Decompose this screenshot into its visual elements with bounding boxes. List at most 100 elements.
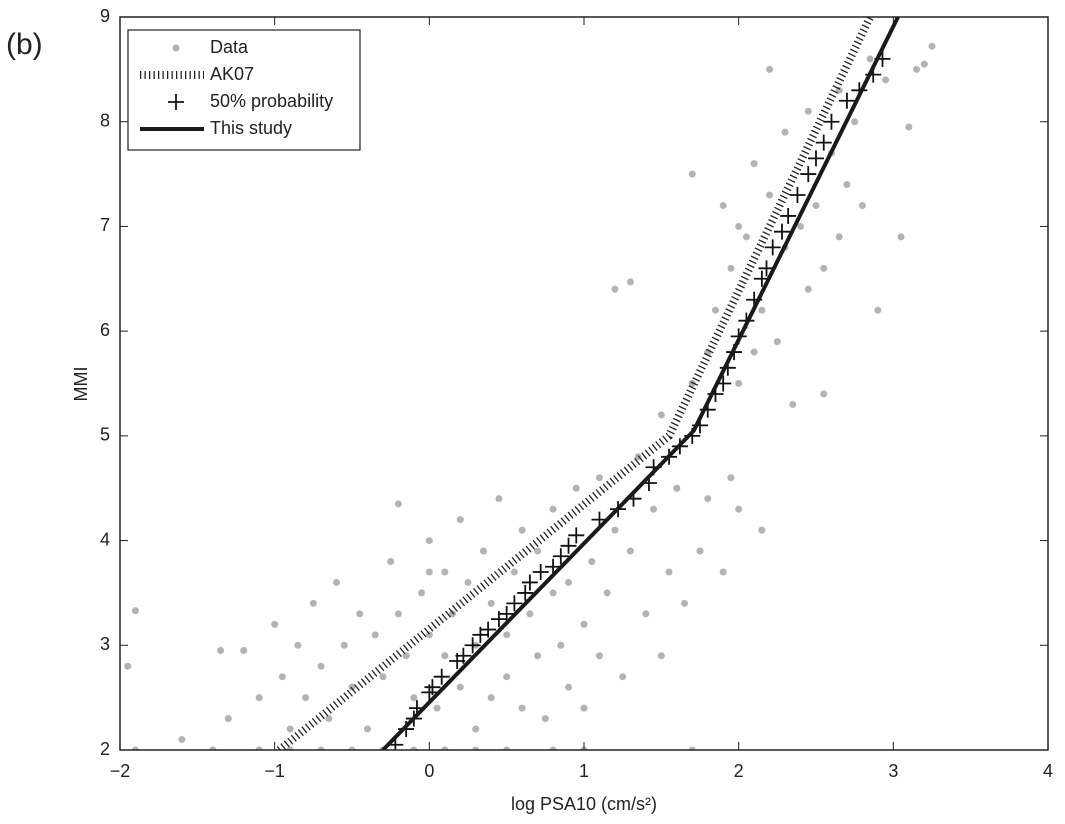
data-point	[371, 631, 379, 639]
data-point	[688, 380, 696, 387]
data-point	[565, 683, 573, 691]
data-point	[131, 746, 139, 750]
data-point	[580, 620, 588, 628]
data-point	[611, 285, 619, 293]
data-point	[735, 222, 743, 230]
data-point	[286, 746, 294, 750]
data-point	[588, 558, 596, 566]
plus-marker	[789, 187, 806, 204]
line	[381, 17, 900, 750]
legend-label: Data	[210, 37, 249, 57]
data-point	[719, 201, 727, 209]
legend-label: This study	[210, 118, 292, 138]
data-point	[178, 736, 186, 744]
plus-marker	[464, 637, 481, 654]
data-point	[410, 746, 418, 750]
data-point	[735, 505, 743, 513]
plus-marker	[568, 527, 585, 544]
data-point	[449, 610, 457, 618]
data-point	[595, 652, 603, 660]
y-tick-label: 3	[100, 634, 110, 654]
x-tick-label: 0	[424, 761, 434, 781]
plus-marker	[498, 605, 515, 622]
data-point	[464, 578, 472, 586]
data-point	[425, 631, 433, 639]
data-point	[843, 181, 851, 189]
data-point	[642, 610, 650, 618]
data-point	[363, 725, 371, 733]
data-point	[557, 641, 565, 649]
plus-marker	[808, 150, 824, 167]
data-point	[472, 746, 480, 750]
data-point	[541, 715, 549, 723]
data-point	[758, 526, 766, 534]
data-point	[224, 715, 232, 723]
data-point	[851, 118, 859, 126]
plus-marker	[521, 574, 538, 591]
x-tick-label: 3	[888, 761, 898, 781]
data-point	[348, 746, 356, 750]
plot	[124, 17, 936, 750]
y-axis-label: MMI	[71, 367, 91, 402]
data-point	[742, 233, 750, 241]
data-point	[735, 380, 743, 387]
x-tick-label: −1	[264, 761, 285, 781]
data-point	[773, 338, 781, 346]
data-point	[479, 547, 487, 555]
data-point	[913, 65, 921, 73]
data-point	[209, 746, 217, 750]
data-point	[495, 495, 503, 503]
data-point	[549, 746, 557, 750]
data-point	[758, 306, 766, 314]
plus-marker	[838, 92, 855, 109]
y-tick-label: 6	[100, 320, 110, 340]
data-point	[518, 704, 526, 712]
data-point	[804, 107, 812, 115]
legend-label: 50% probability	[210, 91, 333, 111]
data-point	[882, 76, 890, 84]
data-point	[696, 547, 704, 555]
data-point	[619, 673, 627, 681]
data-point	[866, 55, 874, 63]
data-point	[394, 610, 402, 618]
data-point	[255, 746, 263, 750]
data-point	[789, 400, 797, 408]
data-point	[425, 537, 433, 545]
data-point	[580, 704, 588, 712]
data-point	[766, 191, 774, 199]
plus-marker	[424, 679, 441, 696]
data-point	[595, 474, 603, 482]
plus-marker	[545, 558, 562, 575]
data-point	[309, 599, 317, 607]
data-point	[294, 641, 302, 649]
data-point	[874, 306, 882, 314]
data-point	[394, 500, 402, 508]
data-point	[410, 694, 418, 702]
y-tick-label: 5	[100, 425, 110, 445]
plus-marker	[517, 584, 534, 601]
plus-marker	[773, 223, 790, 240]
data-point	[766, 65, 774, 73]
data-point	[534, 652, 542, 660]
data-point	[626, 278, 634, 286]
data-point	[920, 60, 928, 68]
data-point	[750, 160, 758, 168]
data-point	[858, 201, 866, 209]
data-point	[433, 704, 441, 712]
data-point	[456, 683, 464, 691]
data-point	[503, 746, 511, 750]
data-point	[549, 589, 557, 597]
plus-marker	[823, 113, 840, 130]
plus-marker	[800, 166, 817, 183]
data-point	[897, 233, 905, 241]
data-point	[278, 673, 286, 681]
data-point	[317, 662, 325, 670]
data-point	[348, 683, 356, 691]
plus-marker	[780, 207, 797, 224]
x-tick-label: −2	[110, 761, 131, 781]
data-point	[286, 725, 294, 733]
data-point	[905, 123, 913, 131]
x-tick-label: 1	[579, 761, 589, 781]
plus-marker	[815, 134, 832, 151]
legend-marker	[168, 94, 184, 110]
